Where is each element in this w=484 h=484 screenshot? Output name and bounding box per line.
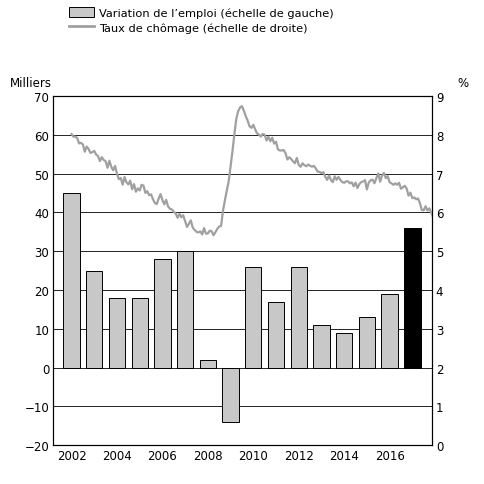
Bar	[63, 194, 79, 368]
Bar	[244, 267, 261, 368]
Bar	[199, 360, 215, 368]
Bar	[290, 267, 306, 368]
Bar	[222, 368, 238, 422]
Bar	[335, 333, 352, 368]
Bar	[380, 294, 397, 368]
Bar	[131, 298, 148, 368]
Bar	[403, 228, 420, 368]
Bar	[358, 318, 374, 368]
Bar	[267, 302, 284, 368]
Bar	[313, 325, 329, 368]
Bar	[86, 271, 102, 368]
Legend: Variation de l’emploi (échelle de gauche), Taux de chômage (échelle de droite): Variation de l’emploi (échelle de gauche…	[69, 8, 333, 33]
Text: Milliers: Milliers	[10, 76, 52, 90]
Text: %: %	[456, 76, 467, 90]
Bar	[177, 252, 193, 368]
Bar	[108, 298, 125, 368]
Bar	[154, 259, 170, 368]
